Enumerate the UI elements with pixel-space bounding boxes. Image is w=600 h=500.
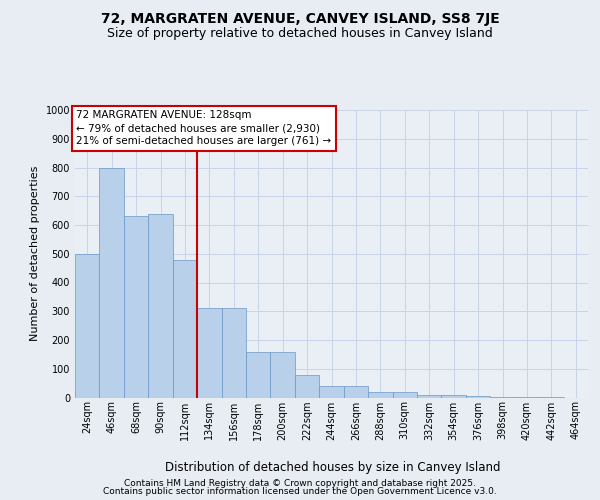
Bar [271,352,295,398]
Text: Contains public sector information licensed under the Open Government Licence v3: Contains public sector information licen… [103,487,497,496]
Bar [368,392,392,398]
Bar [221,308,246,398]
Text: Contains HM Land Registry data © Crown copyright and database right 2025.: Contains HM Land Registry data © Crown c… [124,478,476,488]
Bar [148,214,173,398]
Y-axis label: Number of detached properties: Number of detached properties [30,166,40,342]
Bar [392,392,417,398]
Bar [197,308,221,398]
Bar [100,168,124,398]
Bar [173,260,197,398]
Text: 72 MARGRATEN AVENUE: 128sqm
← 79% of detached houses are smaller (2,930)
21% of : 72 MARGRATEN AVENUE: 128sqm ← 79% of det… [76,110,331,146]
Bar [124,216,148,398]
Bar [246,352,271,398]
Bar [75,254,100,398]
Text: 72, MARGRATEN AVENUE, CANVEY ISLAND, SS8 7JE: 72, MARGRATEN AVENUE, CANVEY ISLAND, SS8… [101,12,499,26]
Bar [466,396,490,398]
Bar [442,395,466,398]
Bar [295,374,319,398]
Text: Size of property relative to detached houses in Canvey Island: Size of property relative to detached ho… [107,28,493,40]
Bar [319,386,344,398]
Bar [417,394,442,398]
Bar [344,386,368,398]
Text: Distribution of detached houses by size in Canvey Island: Distribution of detached houses by size … [165,461,501,474]
Bar [490,397,515,398]
